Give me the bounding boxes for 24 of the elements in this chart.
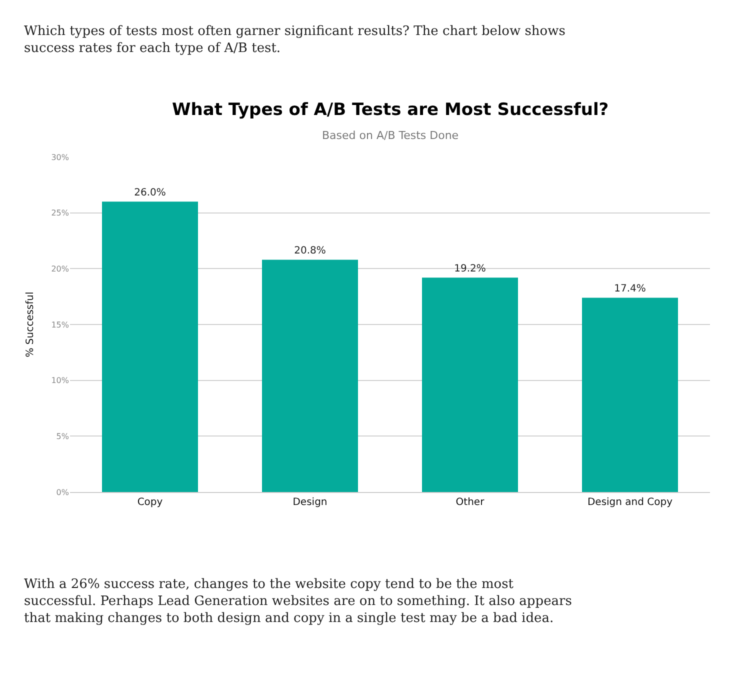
y-tick-label: 25%	[51, 208, 70, 218]
text: With a 26% success rate, changes to the website copy tend to be the most successful. Perhaps Lead Generation websites are on to something. It also appears that making changes to both design and copy in a single test may be a bad idea.	[24, 577, 572, 626]
y-axis-title: % Successful	[25, 292, 36, 358]
bar	[262, 260, 358, 492]
y-tick-label: 15%	[51, 320, 70, 330]
bar	[582, 298, 678, 492]
chart-title: What Types of A/B Tests are Most Successful?	[172, 100, 609, 120]
data-label: 26.0%	[134, 188, 166, 199]
y-tick-label: 30%	[51, 152, 70, 162]
y-tick-label: 5%	[56, 432, 70, 441]
data-label: 17.4%	[614, 284, 646, 295]
bar	[422, 278, 518, 492]
y-tick-label: 0%	[56, 488, 70, 497]
bar	[102, 202, 198, 492]
data-label: 20.8%	[294, 246, 326, 257]
text: Which types of tests most often garner significant results? The chart below shows success rates for each type of A/B test.	[24, 24, 566, 56]
x-tick-label: Design and Copy	[587, 497, 673, 508]
y-tick-label: 10%	[51, 376, 70, 386]
x-tick-label: Other	[456, 497, 486, 508]
y-tick-label: 20%	[51, 264, 70, 274]
x-tick-label: Copy	[137, 497, 163, 508]
chart-subtitle: Based on A/B Tests Done	[322, 129, 459, 142]
data-label: 19.2%	[454, 264, 486, 275]
x-tick-label: Design	[292, 497, 328, 508]
